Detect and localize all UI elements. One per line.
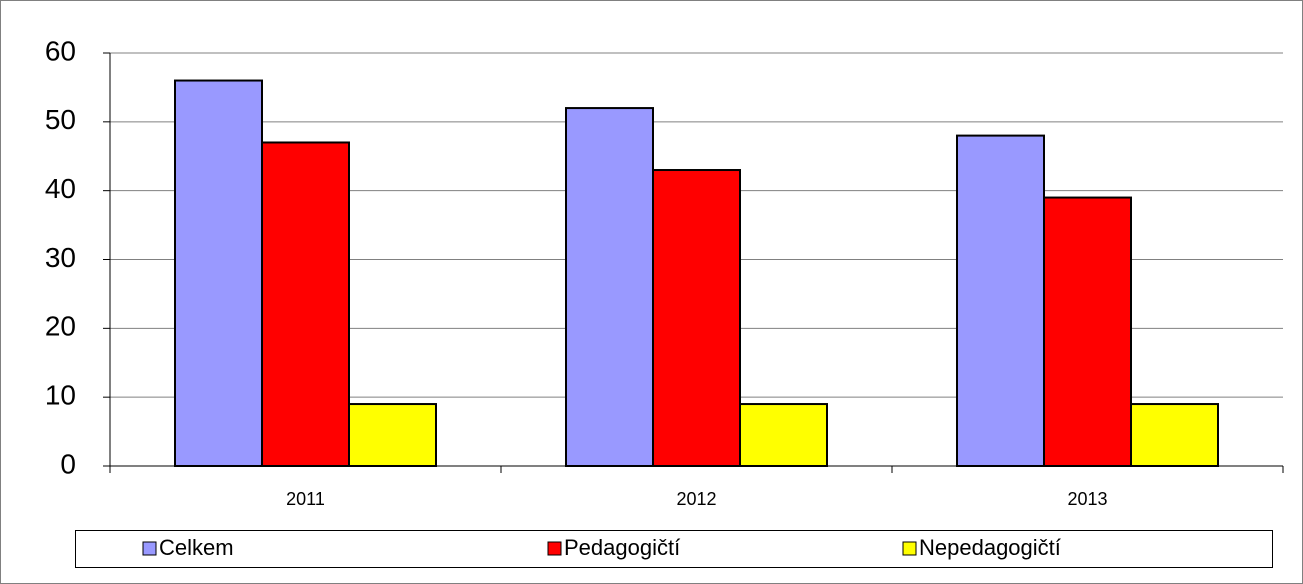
bar xyxy=(174,79,263,468)
legend-swatch xyxy=(902,541,917,556)
y-tick-label: 20 xyxy=(45,311,76,342)
y-tick-label: 30 xyxy=(45,242,76,273)
legend-box xyxy=(75,530,1273,568)
legend-label: Pedagogičtí xyxy=(564,535,680,560)
bar xyxy=(348,403,437,467)
bar xyxy=(1130,403,1219,467)
legend-swatch xyxy=(547,541,562,556)
x-tick-label: 2012 xyxy=(676,489,716,509)
x-tick-label: 2011 xyxy=(286,489,325,509)
y-tick-label: 50 xyxy=(45,104,76,135)
bar xyxy=(739,403,828,467)
legend-label: Nepedagogičtí xyxy=(919,535,1061,560)
y-tick-label: 40 xyxy=(45,173,76,204)
y-tick-label: 0 xyxy=(60,448,76,479)
bar xyxy=(261,141,350,467)
bar xyxy=(956,134,1045,467)
bar xyxy=(565,107,654,467)
x-tick-label: 2013 xyxy=(1067,489,1107,509)
bar xyxy=(1043,196,1132,468)
y-tick-label: 60 xyxy=(45,35,76,66)
y-tick-label: 10 xyxy=(45,380,76,411)
legend-label: Celkem xyxy=(159,535,234,560)
bar xyxy=(652,169,741,467)
legend-swatch xyxy=(142,541,157,556)
